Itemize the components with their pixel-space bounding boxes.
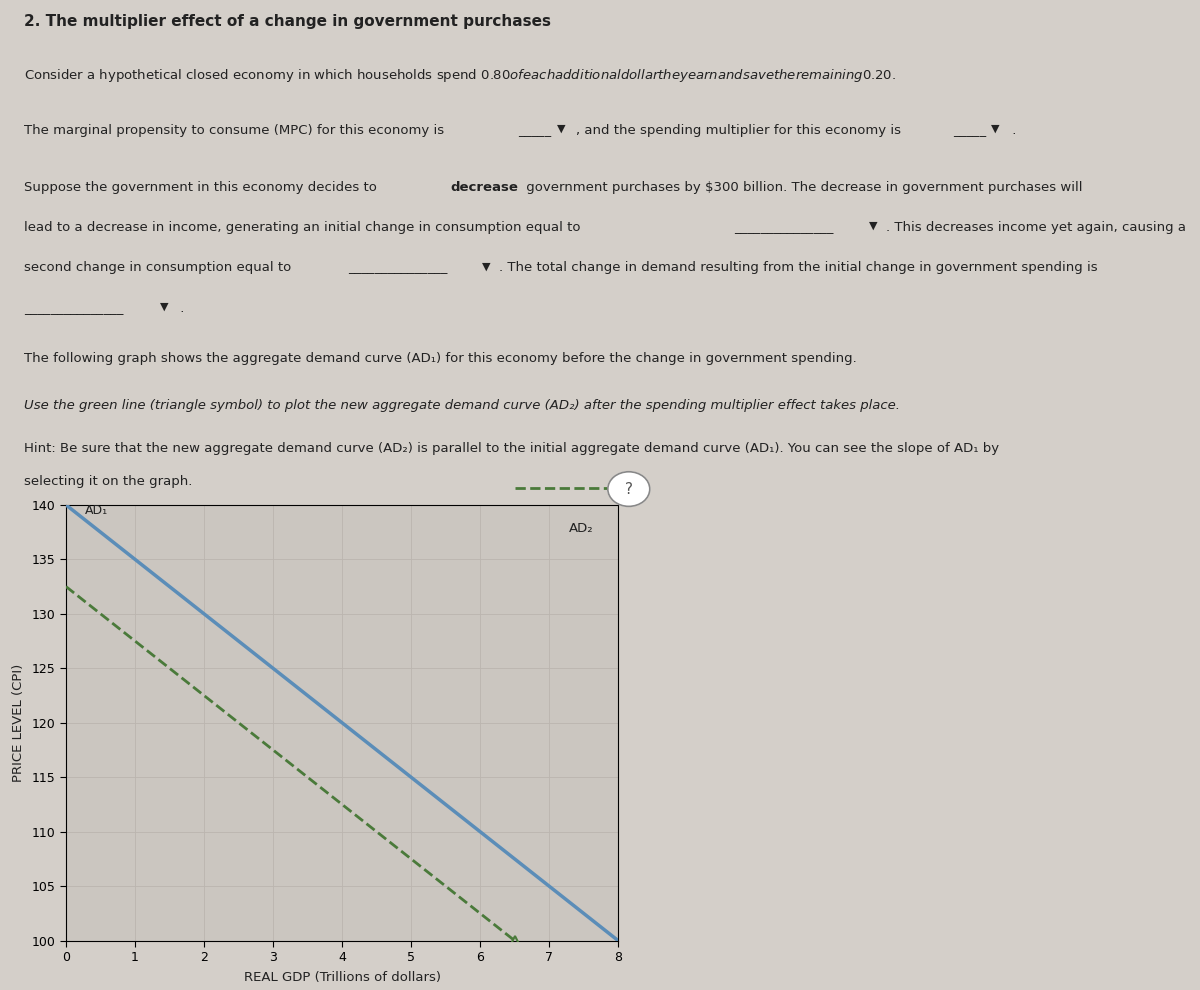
Text: _______________: _______________	[348, 261, 448, 274]
Text: _____: _____	[518, 124, 552, 137]
Text: ▼: ▼	[991, 124, 1000, 134]
Text: ▼: ▼	[482, 261, 491, 271]
Text: ▼: ▼	[869, 221, 877, 231]
Text: Use the green line (triangle symbol) to plot the new aggregate demand curve (AD₂: Use the green line (triangle symbol) to …	[24, 399, 900, 412]
Y-axis label: PRICE LEVEL (CPI): PRICE LEVEL (CPI)	[12, 663, 25, 782]
Text: ▼: ▼	[160, 302, 168, 312]
Text: second change in consumption equal to: second change in consumption equal to	[24, 261, 292, 274]
Text: _______________: _______________	[734, 221, 834, 234]
Text: The marginal propensity to consume (MPC) for this economy is: The marginal propensity to consume (MPC)…	[24, 124, 444, 137]
Text: AD₁: AD₁	[85, 504, 108, 517]
Text: Consider a hypothetical closed economy in which households spend $0.80 of each a: Consider a hypothetical closed economy i…	[24, 66, 895, 83]
Text: decrease: decrease	[450, 180, 518, 194]
Text: _____: _____	[953, 124, 986, 137]
Text: selecting it on the graph.: selecting it on the graph.	[24, 475, 192, 488]
Circle shape	[608, 472, 649, 506]
Text: , and the spending multiplier for this economy is: , and the spending multiplier for this e…	[576, 124, 901, 137]
Text: government purchases by $300 billion. The decrease in government purchases will: government purchases by $300 billion. Th…	[522, 180, 1082, 194]
Text: Suppose the government in this economy decides to: Suppose the government in this economy d…	[24, 180, 382, 194]
Text: _______________: _______________	[24, 302, 124, 315]
Text: . The total change in demand resulting from the initial change in government spe: . The total change in demand resulting f…	[499, 261, 1098, 274]
Text: lead to a decrease in income, generating an initial change in consumption equal : lead to a decrease in income, generating…	[24, 221, 581, 234]
Text: . This decreases income yet again, causing a: . This decreases income yet again, causi…	[886, 221, 1186, 234]
Text: Hint: Be sure that the new aggregate demand curve (AD₂) is parallel to the initi: Hint: Be sure that the new aggregate dem…	[24, 442, 1000, 455]
X-axis label: REAL GDP (Trillions of dollars): REAL GDP (Trillions of dollars)	[244, 971, 440, 984]
Text: .: .	[176, 302, 185, 315]
Text: The following graph shows the aggregate demand curve (AD₁) for this economy befo: The following graph shows the aggregate …	[24, 351, 857, 364]
Text: AD₂: AD₂	[569, 522, 594, 536]
Text: .: .	[1008, 124, 1016, 137]
Text: ?: ?	[625, 481, 632, 497]
Text: 2. The multiplier effect of a change in government purchases: 2. The multiplier effect of a change in …	[24, 14, 551, 30]
Text: ▼: ▼	[557, 124, 565, 134]
